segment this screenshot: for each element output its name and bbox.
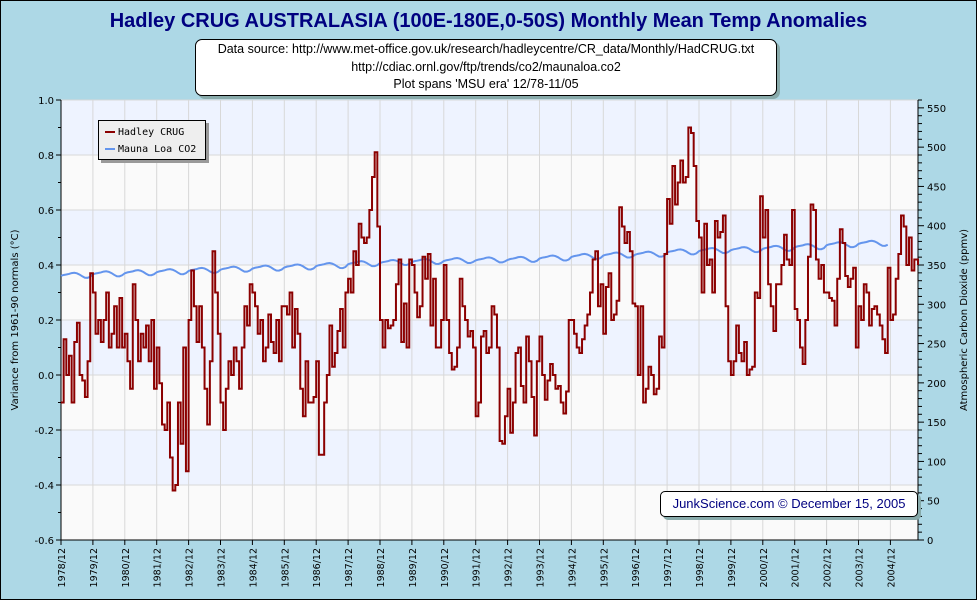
chart-title: Hadley CRUG AUSTRALASIA (100E-180E,0-50S… — [109, 10, 868, 32]
x-tick-label: 2003/12 — [855, 548, 866, 587]
plot-band — [61, 210, 918, 265]
x-tick-label: 1988/12 — [376, 548, 387, 587]
y2-tick-label: 250 — [927, 340, 946, 351]
x-tick-label: 1994/12 — [567, 548, 578, 587]
x-tick-label: 2000/12 — [759, 548, 770, 587]
x-tick-label: 1985/12 — [280, 548, 291, 587]
x-tick-label: 2004/12 — [886, 548, 897, 587]
y2-axis-label: Atmospheric Carbon Dioxide (ppmv) — [959, 229, 970, 411]
y-tick-label: 0.6 — [38, 206, 54, 217]
y-axis-label: Variance from 1961-90 normals (°C) — [10, 229, 21, 410]
plot-band — [61, 430, 918, 485]
plot-band — [61, 155, 918, 210]
legend-label: Hadley CRUG — [118, 127, 185, 138]
x-tick-label: 1982/12 — [185, 548, 196, 587]
x-tick-label: 2002/12 — [823, 548, 834, 587]
x-tick-label: 1984/12 — [248, 548, 259, 587]
legend-label: Mauna Loa CO2 — [118, 144, 197, 155]
x-tick-label: 1987/12 — [344, 548, 355, 587]
x-tick-label: 1998/12 — [695, 548, 706, 587]
source-line-1: Data source: http://www.met-office.gov.u… — [217, 42, 755, 56]
x-tick-label: 1979/12 — [89, 548, 100, 587]
y2-tick-label: 150 — [927, 418, 946, 429]
y-tick-label: -0.2 — [34, 426, 54, 437]
y-tick-label: 0.2 — [38, 316, 54, 327]
y-tick-label: -0.6 — [34, 536, 54, 547]
legend-item-co2: Mauna Loa CO2 — [105, 141, 205, 158]
x-tick-label: 1996/12 — [631, 548, 642, 587]
x-tick-label: 1986/12 — [312, 548, 323, 587]
legend-item-hadley: Hadley CRUG — [105, 124, 205, 141]
y2-tick-label: 100 — [927, 457, 946, 468]
y2-tick-label: 400 — [927, 222, 946, 233]
y2-tick-label: 500 — [927, 143, 946, 154]
x-tick-label: 1999/12 — [727, 548, 738, 587]
data-source-box: Data source: http://www.met-office.gov.u… — [195, 39, 777, 96]
x-tick-label: 1980/12 — [121, 548, 132, 587]
x-tick-label: 1991/12 — [472, 548, 483, 587]
y-tick-label: 0.4 — [38, 261, 54, 272]
y2-tick-label: 300 — [927, 300, 946, 311]
y2-tick-label: 0 — [927, 536, 933, 547]
y2-tick-label: 550 — [927, 104, 946, 115]
y-tick-label: 1.0 — [38, 96, 54, 107]
y2-tick-label: 350 — [927, 261, 946, 272]
x-tick-label: 1995/12 — [599, 548, 610, 587]
x-tick-label: 1983/12 — [217, 548, 228, 587]
x-tick-label: 1989/12 — [408, 548, 419, 587]
legend-swatch — [105, 148, 115, 150]
x-tick-label: 1978/12 — [57, 548, 68, 587]
x-tick-label: 1993/12 — [536, 548, 547, 587]
source-line-3: Plot spans 'MSU era' 12/78-11/05 — [393, 77, 579, 91]
y-tick-label: 0.8 — [38, 151, 54, 162]
y2-tick-label: 200 — [927, 379, 946, 390]
x-tick-label: 1990/12 — [440, 548, 451, 587]
legend: Hadley CRUG Mauna Loa CO2 — [98, 120, 206, 160]
temperature-series-line — [61, 126, 919, 492]
plot-band — [61, 265, 918, 320]
x-tick-label: 1981/12 — [153, 548, 164, 587]
y-tick-label: -0.4 — [34, 481, 54, 492]
co2-series-line — [60, 239, 889, 279]
legend-swatch — [105, 131, 115, 133]
y2-tick-label: 450 — [927, 182, 946, 193]
x-tick-label: 2001/12 — [791, 548, 802, 587]
y-tick-label: 0.0 — [38, 371, 54, 382]
x-tick-label: 1992/12 — [504, 548, 515, 587]
y2-tick-label: 50 — [927, 497, 940, 508]
x-tick-label: 1997/12 — [663, 548, 674, 587]
copyright-footer: JunkScience.com © December 15, 2005 — [660, 491, 918, 517]
source-line-2: http://cdiac.ornl.gov/ftp/trends/co2/mau… — [351, 59, 621, 74]
